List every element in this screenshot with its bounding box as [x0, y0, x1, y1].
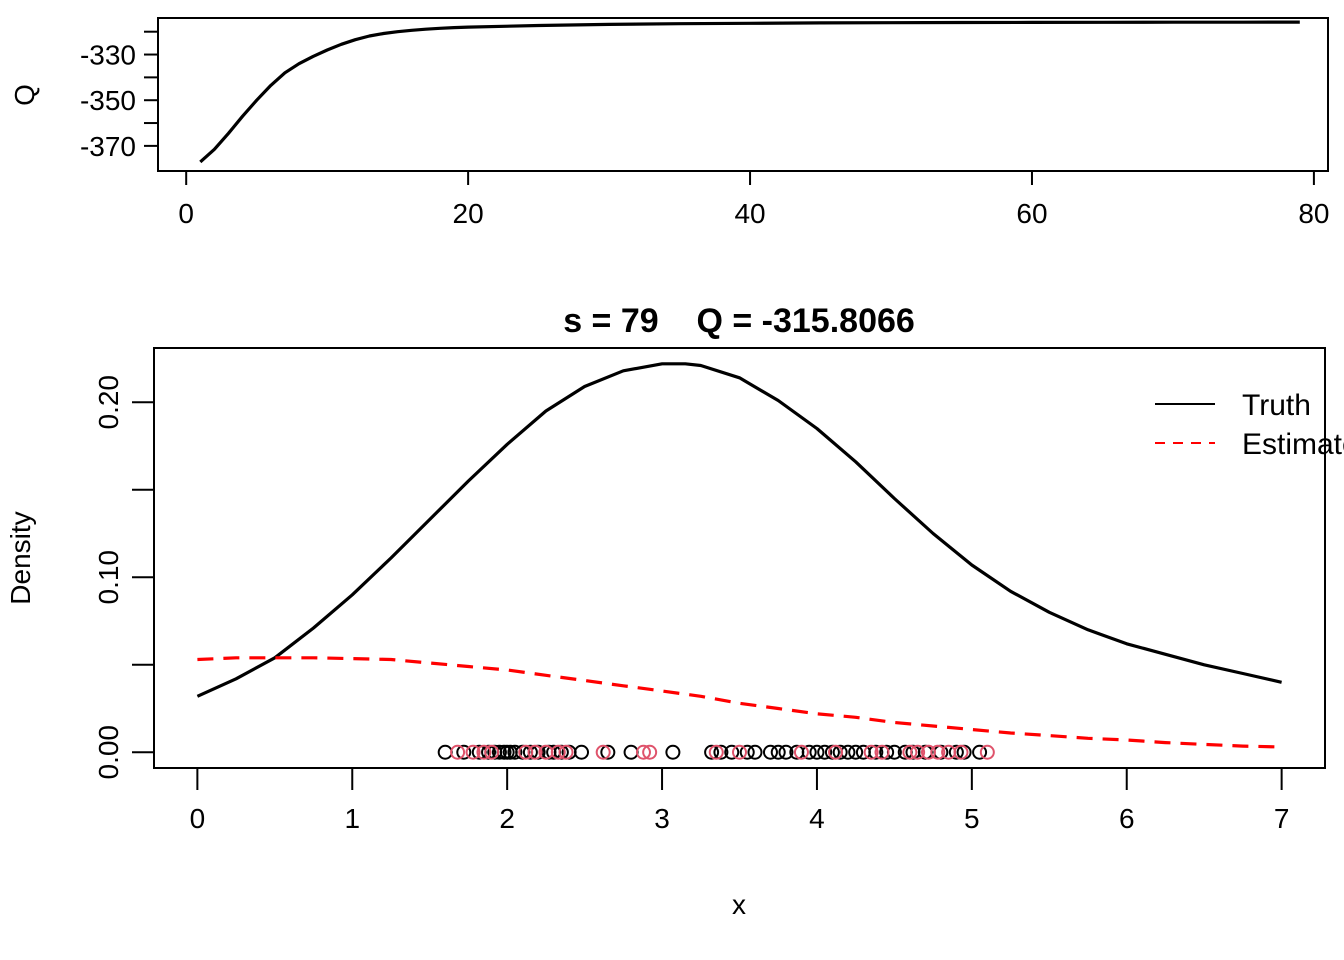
q-curve	[199, 20, 1300, 164]
data-point	[732, 744, 747, 760]
data-point	[595, 744, 611, 760]
data-point	[874, 744, 890, 760]
data-point	[527, 744, 543, 760]
data-point	[832, 744, 848, 760]
density-x-axis: 0 1 2 3 4 5 6 7	[190, 767, 1290, 834]
q-y-tick-label: -350	[80, 85, 136, 116]
data-point	[708, 744, 724, 760]
data-point	[476, 744, 492, 760]
data-point	[910, 744, 926, 760]
legend-truth-label: Truth	[1242, 389, 1311, 422]
data-point	[450, 744, 466, 760]
density-x-axis-title: x	[732, 889, 746, 920]
density-y-tick-label: 0.00	[93, 725, 124, 780]
legend-estimated-label: Estimated	[1242, 428, 1344, 461]
data-point	[747, 744, 763, 760]
q-x-tick-label: 40	[734, 198, 765, 229]
legend: Truth Estimated	[1155, 389, 1344, 461]
q-y-tick-label: -330	[80, 40, 136, 71]
data-point	[724, 744, 740, 760]
density-x-tick-label: 3	[654, 803, 670, 834]
data-point	[953, 744, 969, 760]
data-point	[793, 744, 809, 760]
data-point	[437, 744, 453, 760]
density-series	[196, 362, 1282, 749]
data-point	[762, 744, 778, 760]
data-point	[930, 744, 946, 760]
data-point	[642, 744, 658, 760]
data-point	[948, 744, 964, 760]
data-point	[713, 744, 729, 760]
density-y-tick-label: 0.20	[93, 375, 124, 430]
density-x-tick-label: 0	[190, 803, 206, 834]
data-point	[817, 744, 833, 760]
data-point	[979, 744, 995, 760]
data-point	[868, 744, 884, 760]
data-point	[558, 744, 574, 760]
density-plot-frame	[153, 347, 1326, 769]
density-x-tick-label: 7	[1274, 803, 1290, 834]
density-x-tick-label: 1	[344, 803, 360, 834]
data-point	[484, 744, 500, 760]
data-point	[635, 744, 651, 760]
data-point	[879, 744, 895, 760]
data-point	[507, 744, 523, 760]
data-point	[920, 744, 936, 760]
data-point	[739, 744, 755, 760]
q-series	[199, 20, 1300, 164]
q-x-tick-label: 20	[453, 198, 484, 229]
q-x-tick-label: 60	[1016, 198, 1047, 229]
data-point	[665, 744, 681, 760]
density-y-axis-title: Density	[5, 511, 36, 604]
data-point	[574, 744, 590, 760]
q-x-tick-label: 80	[1298, 198, 1329, 229]
data-point	[465, 744, 481, 760]
q-plot-frame	[157, 17, 1329, 172]
data-point	[863, 744, 879, 760]
data-point	[972, 744, 988, 760]
q-y-axis: -370 -350 -330	[80, 30, 159, 162]
data-point	[848, 744, 864, 760]
data-point	[600, 744, 616, 760]
data-point	[550, 744, 566, 760]
q-x-tick-label: 0	[178, 198, 194, 229]
density-x-tick-label: 6	[1119, 803, 1135, 834]
data-point	[522, 744, 538, 760]
q-y-tick-label: -370	[80, 131, 136, 162]
data-point	[518, 744, 534, 760]
q-trace-panel: 0 20 40 60 80 -370 -350 -330 Q	[9, 17, 1329, 229]
data-point	[623, 744, 639, 760]
data-point	[828, 744, 844, 760]
density-x-tick-label: 2	[499, 803, 515, 834]
q-x-axis: 0 20 40 60 80	[178, 170, 1329, 229]
q-y-axis-title: Q	[9, 84, 40, 106]
data-point	[801, 744, 817, 760]
data-point	[456, 744, 472, 760]
data-point	[491, 744, 507, 760]
density-x-tick-label: 5	[964, 803, 980, 834]
data-points	[437, 744, 995, 760]
truth-curve	[196, 362, 1282, 698]
estimated-curve	[197, 656, 1282, 749]
density-plot-title: s = 79 Q = -315.8066	[563, 302, 915, 340]
density-x-tick-label: 4	[809, 803, 825, 834]
density-y-axis: 0.00 0.10 0.20	[93, 375, 155, 780]
data-point	[778, 744, 794, 760]
density-y-tick-label: 0.10	[93, 550, 124, 605]
data-point	[704, 744, 720, 760]
data-point	[809, 744, 825, 760]
data-point	[902, 744, 918, 760]
data-point	[770, 744, 786, 760]
